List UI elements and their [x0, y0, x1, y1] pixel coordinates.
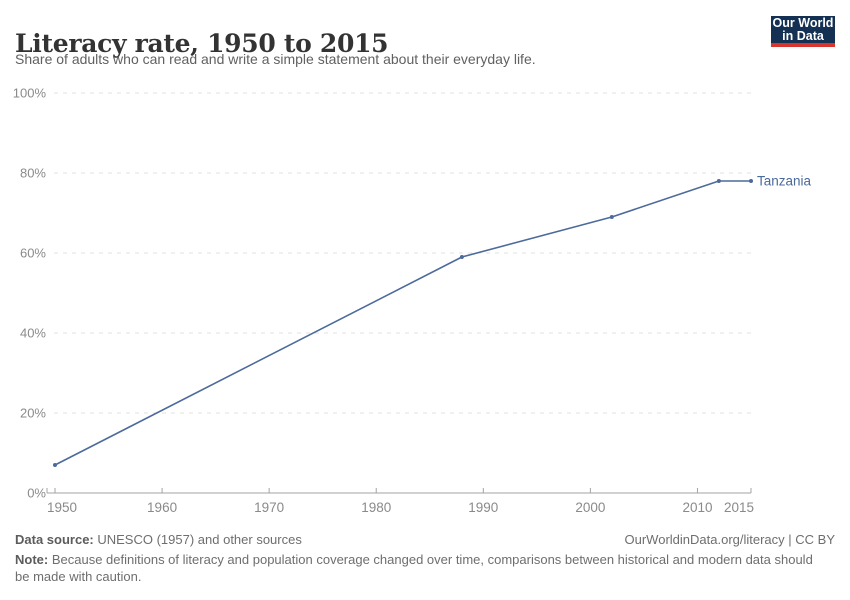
data-source-text: UNESCO (1957) and other sources	[93, 532, 302, 547]
y-tick-label: 0%	[27, 486, 46, 501]
owid-logo[interactable]: Our World in Data	[771, 16, 835, 47]
data-point[interactable]	[609, 215, 614, 219]
x-tick-label: 1950	[47, 500, 77, 515]
x-tick-label: 2015	[724, 500, 754, 515]
data-point[interactable]	[53, 463, 57, 467]
data-point[interactable]	[749, 179, 753, 183]
page-title: Literacy rate, 1950 to 2015	[15, 28, 389, 58]
y-tick-label: 80%	[20, 166, 46, 181]
chart-subtitle: Share of adults who can read and write a…	[15, 51, 536, 67]
chart-note: Note: Because definitions of literacy an…	[15, 551, 813, 585]
x-tick-label: 1990	[468, 500, 498, 515]
y-tick-label: 100%	[13, 86, 47, 101]
note-label: Note:	[15, 552, 49, 567]
data-source: Data source: UNESCO (1957) and other sou…	[15, 531, 302, 548]
x-tick-label: 1960	[147, 500, 177, 515]
x-tick-label: 2000	[575, 500, 605, 515]
owid-citation-link[interactable]: OurWorldinData.org/literacy | CC BY	[624, 532, 835, 547]
data-point[interactable]	[459, 255, 464, 259]
note-text: Because definitions of literacy and popu…	[15, 552, 813, 584]
chart-footer: Data source: UNESCO (1957) and other sou…	[15, 531, 835, 585]
line-chart-canvas[interactable]: 0% 20% 40% 60% 80% 100% 1950 1960 1970 1980 1990 20…	[0, 0, 850, 528]
owid-logo-line1: Our World	[772, 15, 834, 30]
x-tick-label: 1980	[361, 500, 391, 515]
y-tick-label: 60%	[20, 246, 46, 261]
data-point[interactable]	[716, 179, 721, 183]
x-tick-label: 2010	[682, 500, 712, 515]
x-tick-label: 1970	[254, 500, 284, 515]
owid-logo-line2: in Data	[782, 28, 824, 43]
entity-label[interactable]: Tanzania	[757, 174, 812, 189]
y-tick-label: 40%	[20, 326, 46, 341]
data-source-label: Data source:	[15, 532, 94, 547]
y-tick-label: 20%	[20, 406, 46, 421]
series-line-tanzania[interactable]	[54, 180, 752, 466]
